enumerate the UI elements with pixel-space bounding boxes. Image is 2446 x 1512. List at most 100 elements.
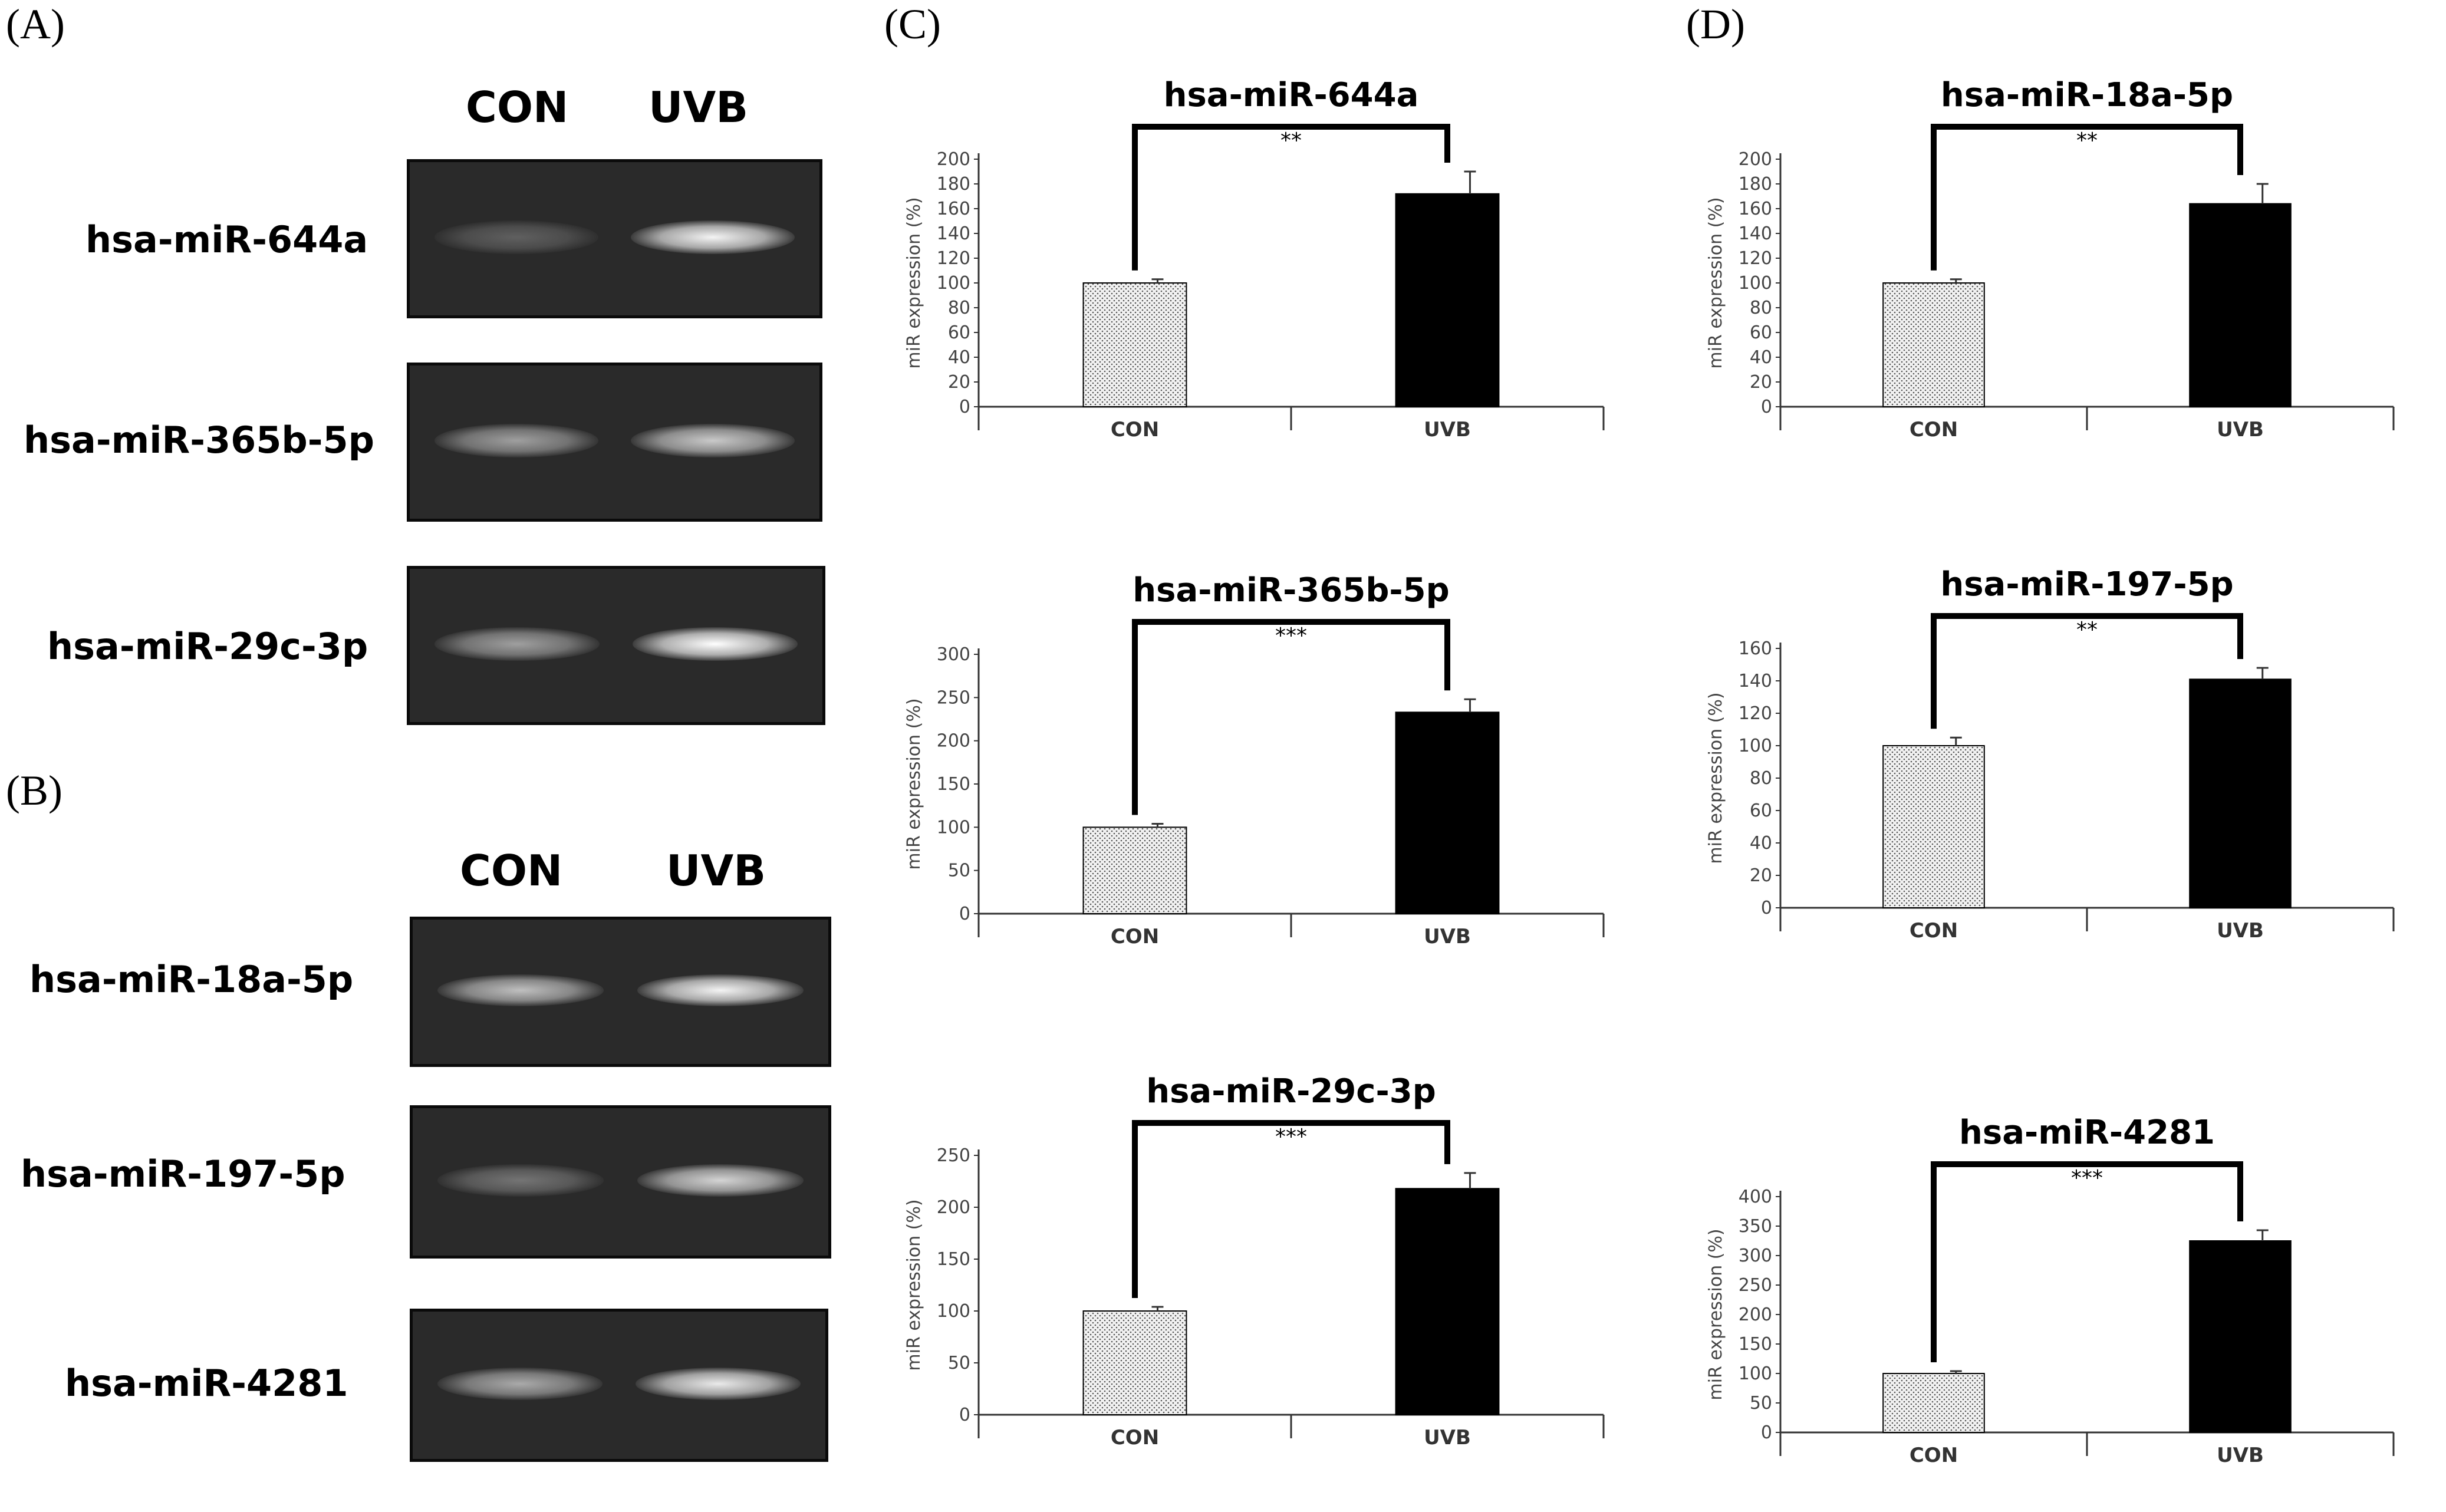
gel-band-con <box>437 974 604 1006</box>
y-tick-label: 120 <box>1739 248 1772 269</box>
bar-uvb <box>2189 203 2292 407</box>
category-label: UVB <box>1424 1426 1471 1450</box>
bar-con <box>1882 745 1985 908</box>
gel-a-row-label: hsa-miR-29c-3p <box>47 625 368 668</box>
y-tick-label: 50 <box>948 861 970 881</box>
y-tick-label: 60 <box>948 322 970 343</box>
y-tick-label: 50 <box>948 1353 970 1373</box>
y-tick-label: 250 <box>937 687 970 708</box>
y-tick-label: 160 <box>1739 199 1772 219</box>
gel-b-row-label: hsa-miR-197-5p <box>21 1152 345 1195</box>
y-tick-label: 0 <box>959 1405 970 1425</box>
category-label: CON <box>1111 1426 1159 1450</box>
gel-band-uvb <box>637 974 804 1006</box>
y-tick-label: 100 <box>1739 273 1772 294</box>
bar-con <box>1082 282 1187 407</box>
significance-label: ** <box>2076 129 2098 153</box>
gel-band-uvb <box>633 627 798 661</box>
y-tick-label: 100 <box>1739 736 1772 756</box>
gel-band-uvb <box>631 220 795 254</box>
bar-con <box>1882 282 1985 407</box>
bar-uvb <box>1395 711 1500 914</box>
bar-uvb <box>1395 1188 1500 1415</box>
category-label: UVB <box>2217 1444 2264 1467</box>
y-tick-label: 200 <box>937 149 970 170</box>
chart-title: hsa-miR-18a-5p <box>1941 76 2233 114</box>
y-tick-label: 40 <box>1750 347 1772 368</box>
y-tick-label: 250 <box>937 1145 970 1166</box>
category-label: CON <box>1910 919 1958 943</box>
gel-image <box>410 1309 828 1462</box>
y-tick-label: 120 <box>1739 703 1772 724</box>
significance-label: ** <box>2076 618 2098 642</box>
y-axis-label: miR expression (%) <box>904 698 924 869</box>
y-tick-label: 250 <box>1739 1275 1772 1296</box>
y-tick-label: 0 <box>1761 898 1772 918</box>
y-tick-label: 100 <box>937 817 970 838</box>
gel-band-con <box>434 627 600 661</box>
gel-b-column-uvb: UVB <box>666 846 766 895</box>
bar-uvb <box>2189 1240 2292 1433</box>
gel-b-column-con: CON <box>460 846 563 895</box>
bar-chart-mir-365b-5p: hsa-miR-365b-5p miR expression (%) 0 50 100 1… <box>904 571 1605 948</box>
category-label: CON <box>1910 418 1958 442</box>
y-tick-label: 50 <box>1750 1393 1772 1414</box>
y-tick-label: 0 <box>1761 397 1772 417</box>
bar-chart-mir-4281: hsa-miR-4281 miR expression (%) 0 50 100 150 2… <box>1706 1114 2395 1467</box>
bar-chart-mir-197-5p: hsa-miR-197-5p miR expression (%) 0 20 40 60 8… <box>1706 565 2395 943</box>
y-tick-label: 80 <box>1750 298 1772 318</box>
gel-a-row-label: hsa-miR-644a <box>85 218 368 261</box>
y-tick-label: 100 <box>937 273 970 294</box>
chart-title: hsa-miR-4281 <box>1959 1114 2215 1152</box>
y-tick-label: 300 <box>937 644 970 665</box>
y-tick-label: 0 <box>1761 1422 1772 1443</box>
significance-bracket <box>1132 124 1450 271</box>
category-label: UVB <box>1424 418 1471 442</box>
gel-band-con <box>437 1368 603 1400</box>
gel-band-con <box>434 423 598 457</box>
significance-label: *** <box>1275 624 1307 648</box>
significance-label: *** <box>2071 1166 2103 1190</box>
gel-band-con <box>437 1164 604 1197</box>
significance-label: *** <box>1275 1125 1307 1149</box>
y-tick-label: 60 <box>1750 322 1772 343</box>
significance-bracket <box>1931 613 2243 729</box>
y-tick-label: 350 <box>1739 1216 1772 1237</box>
panel-label-a: (A) <box>6 1 65 48</box>
y-tick-label: 140 <box>1739 223 1772 244</box>
y-tick-label: 150 <box>1739 1334 1772 1355</box>
y-tick-label: 200 <box>1739 149 1772 170</box>
y-tick-label: 20 <box>948 372 970 393</box>
panel-label-c: (C) <box>884 1 941 48</box>
category-label: UVB <box>2217 418 2264 442</box>
gel-image <box>410 1105 831 1259</box>
y-tick-label: 140 <box>1739 671 1772 691</box>
gel-a-column-con: CON <box>466 83 569 132</box>
y-tick-label: 400 <box>1739 1187 1772 1207</box>
y-axis-label: miR expression (%) <box>904 1199 924 1371</box>
bar-chart-mir-18a-5p: hsa-miR-18a-5p miR expression (%) 0 20 40 60 8… <box>1706 76 2395 442</box>
gel-a-row-label: hsa-miR-365b-5p <box>24 419 374 462</box>
bar-chart-mir-644a: hsa-miR-644a miR expression (%) 0 20 40 60 80 1… <box>904 76 1605 442</box>
chart-title: hsa-miR-197-5p <box>1940 565 2233 604</box>
category-label: CON <box>1910 1444 1958 1467</box>
y-tick-label: 200 <box>937 1197 970 1218</box>
y-tick-label: 40 <box>948 347 970 368</box>
y-tick-label: 20 <box>1750 865 1772 886</box>
gel-band-uvb <box>631 423 795 457</box>
y-tick-label: 160 <box>937 199 970 219</box>
significance-bracket <box>1132 619 1450 815</box>
gel-image <box>407 566 825 725</box>
y-axis-label: miR expression (%) <box>904 197 924 368</box>
y-tick-label: 100 <box>1739 1363 1772 1384</box>
category-label: CON <box>1111 925 1159 948</box>
y-tick-label: 200 <box>1739 1305 1772 1325</box>
gel-b-row-label: hsa-miR-18a-5p <box>29 958 354 1001</box>
chart-title: hsa-miR-29c-3p <box>1146 1072 1436 1111</box>
panel-label-b: (B) <box>6 767 62 814</box>
y-tick-label: 0 <box>959 904 970 924</box>
gel-band-uvb <box>637 1164 804 1197</box>
y-tick-label: 200 <box>937 731 970 752</box>
y-tick-label: 150 <box>937 1249 970 1270</box>
gel-a-column-uvb: UVB <box>648 83 749 132</box>
